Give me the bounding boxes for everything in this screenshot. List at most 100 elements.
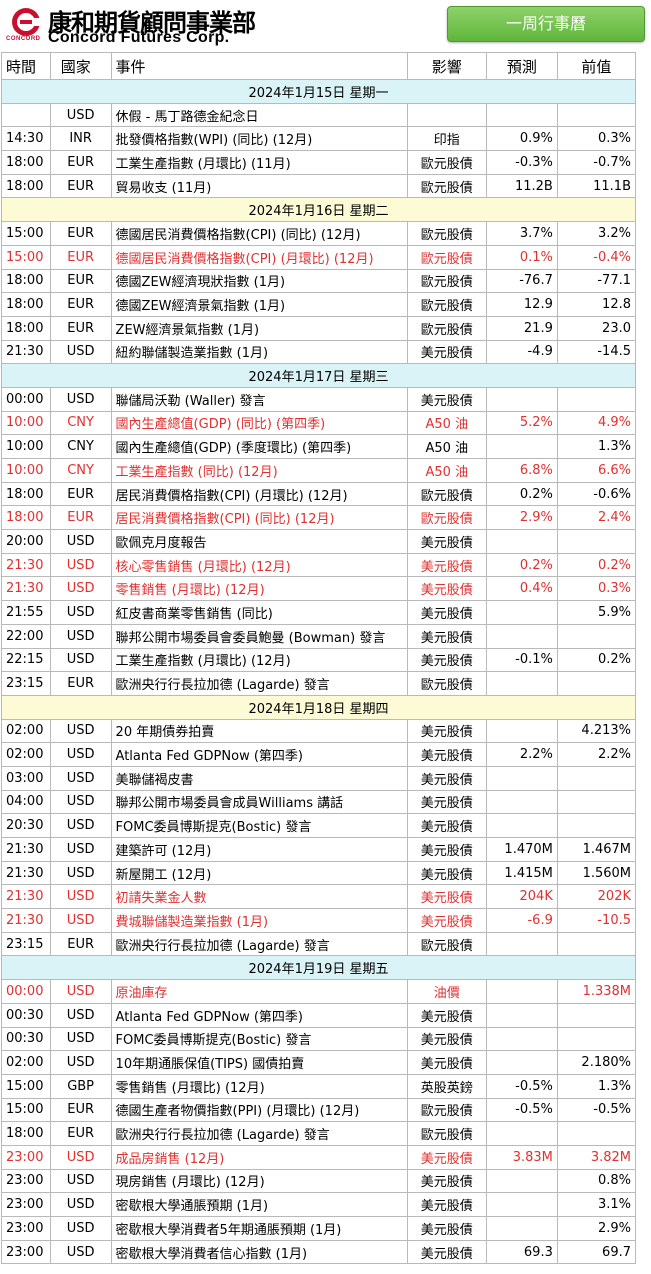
event-previous xyxy=(556,813,637,838)
event-forecast: 5.2% xyxy=(485,410,558,436)
event-forecast xyxy=(485,1050,558,1075)
event-country: USD xyxy=(49,1050,112,1075)
column-header-event: 事件 xyxy=(110,52,408,80)
event-impact: 歐元股債 xyxy=(406,481,487,507)
event-time: 23:15 xyxy=(1,671,51,696)
event-country: USD xyxy=(49,339,112,365)
event-forecast: 0.9% xyxy=(485,126,558,152)
event-impact: 歐元股債 xyxy=(406,315,487,341)
event-name: 居民消費價格指數(CPI) (同比) (12月) xyxy=(110,505,408,531)
event-country: USD xyxy=(49,718,112,744)
event-impact: 美元股債 xyxy=(406,576,487,602)
event-name: FOMC委員博斯提克(Bostic) 發言 xyxy=(110,1026,408,1052)
table-row: 21:30 USD 初請失業金人數 美元股債 204K 202K xyxy=(1,884,637,910)
table-row: 23:00 USD 密歇根大學消費者5年期通脹預期 (1月) 美元股債 2.9% xyxy=(1,1216,637,1241)
table-row: 18:00 EUR ZEW經濟景氣指數 (1月) 歐元股債 21.9 23.0 xyxy=(1,315,637,341)
table-row: 21:30 USD 零售銷售 (月環比) (12月) 美元股債 0.4% 0.3% xyxy=(1,576,637,602)
event-previous: 23.0 xyxy=(556,315,637,341)
table-row: 18:00 EUR 貿易收支 (11月) 歐元股債 11.2B 11.1B xyxy=(1,173,637,199)
event-impact: A50 油 xyxy=(406,434,487,459)
table-row: 23:00 USD 現房銷售 (月環比) (12月) 美元股債 0.8% xyxy=(1,1168,637,1194)
event-name: 核心零售銷售 (月環比) (12月) xyxy=(110,552,408,578)
event-country: EUR xyxy=(49,1121,112,1146)
event-impact: 歐元股債 xyxy=(406,1097,487,1123)
event-country: USD xyxy=(49,1168,112,1194)
event-country: USD xyxy=(49,1002,112,1028)
event-impact: 美元股債 xyxy=(406,789,487,815)
event-time: 02:00 xyxy=(1,1050,51,1075)
event-country: USD xyxy=(49,647,112,673)
event-impact: 美元股債 xyxy=(406,718,487,744)
date-label: 2024年1月19日 星期五 xyxy=(1,955,636,981)
table-row: 15:00 EUR 德國生產者物價指數(PPI) (月環比) (12月) 歐元股債 -0… xyxy=(1,1097,637,1123)
event-forecast xyxy=(485,1121,558,1146)
table-row: 18:00 EUR 德國ZEW經濟景氣指數 (1月) 歐元股債 12.9 12.8 xyxy=(1,292,637,317)
event-previous: 0.2% xyxy=(556,552,637,578)
table-row: 15:00 GBP 零售銷售 (月環比) (12月) 英股英鎊 -0.5% 1.3% xyxy=(1,1073,637,1099)
event-country: EUR xyxy=(49,481,112,507)
event-name: 美聯儲褐皮書 xyxy=(110,765,408,791)
event-impact: 美元股債 xyxy=(406,623,487,649)
event-impact: 美元股債 xyxy=(406,1144,487,1170)
event-country: USD xyxy=(49,789,112,815)
event-name: 德國生產者物價指數(PPI) (月環比) (12月) xyxy=(110,1097,408,1123)
column-header-forecast: 預測 xyxy=(485,52,558,80)
event-impact: 美元股債 xyxy=(406,386,487,412)
event-previous: -77.1 xyxy=(556,268,637,294)
event-time: 18:00 xyxy=(1,481,51,507)
event-forecast: -6.9 xyxy=(485,908,558,933)
event-forecast: 2.9% xyxy=(485,505,558,531)
event-previous: 3.82M xyxy=(556,1144,637,1170)
event-country: USD xyxy=(49,576,112,602)
table-row: 20:00 USD 歐佩克月度報告 美元股債 xyxy=(1,529,637,554)
event-previous: 202K xyxy=(556,884,637,910)
weekly-calendar-badge[interactable]: 一周行事曆 xyxy=(447,6,645,42)
event-impact: 美元股債 xyxy=(406,647,487,673)
table-row: 18:00 EUR 居民消費價格指數(CPI) (月環比) (12月) 歐元股債 0.2… xyxy=(1,481,637,507)
event-name: 休假 - 馬丁路德金紀念日 xyxy=(110,102,408,128)
event-name: 工業生產指數 (月環比) (11月) xyxy=(110,150,408,175)
event-country: USD xyxy=(49,623,112,649)
event-forecast xyxy=(485,623,558,649)
event-impact: 美元股債 xyxy=(406,884,487,910)
event-previous: -0.7% xyxy=(556,150,637,175)
event-country: INR xyxy=(49,126,112,152)
event-previous: -0.6% xyxy=(556,481,637,507)
event-country: CNY xyxy=(49,410,112,436)
event-name: 貿易收支 (11月) xyxy=(110,173,408,199)
date-header-row: 2024年1月19日 星期五 xyxy=(1,955,636,981)
event-name: 成品房銷售 (12月) xyxy=(110,1144,408,1170)
event-country: EUR xyxy=(49,671,112,696)
event-country: USD xyxy=(49,860,112,886)
event-impact: 歐元股債 xyxy=(406,1121,487,1146)
event-forecast xyxy=(485,671,558,696)
event-country: USD xyxy=(49,979,112,1004)
event-time: 21:30 xyxy=(1,860,51,886)
event-impact: 美元股債 xyxy=(406,552,487,578)
table-row: 10:00 CNY 工業生產指數 (同比) (12月) A50 油 6.8% 6.6% xyxy=(1,458,637,483)
event-impact: 美元股債 xyxy=(406,1239,487,1265)
event-previous: 11.1B xyxy=(556,173,637,199)
event-impact: 美元股債 xyxy=(406,1050,487,1075)
event-forecast xyxy=(485,600,558,625)
table-row: 23:15 EUR 歐洲央行行長拉加德 (Lagarde) 發言 歐元股債 xyxy=(1,931,637,957)
event-previous: 1.338M xyxy=(556,979,637,1004)
event-time: 21:30 xyxy=(1,576,51,602)
event-time: 00:00 xyxy=(1,979,51,1004)
event-previous: 1.467M xyxy=(556,837,637,862)
event-forecast: 3.7% xyxy=(485,221,558,246)
event-forecast xyxy=(485,1216,558,1241)
table-row: 18:00 EUR 歐洲央行行長拉加德 (Lagarde) 發言 歐元股債 xyxy=(1,1121,637,1146)
date-header-row: 2024年1月18日 星期四 xyxy=(1,694,636,720)
event-country: USD xyxy=(49,1216,112,1241)
event-time: 22:00 xyxy=(1,623,51,649)
event-country: USD xyxy=(49,742,112,767)
event-impact: 美元股債 xyxy=(406,837,487,862)
event-time: 21:30 xyxy=(1,908,51,933)
event-name: ZEW經濟景氣指數 (1月) xyxy=(110,315,408,341)
event-previous: 5.9% xyxy=(556,600,637,625)
table-row: 21:30 USD 費城聯儲製造業指數 (1月) 美元股債 -6.9 -10.5 xyxy=(1,908,637,933)
logo-text: CONCORD xyxy=(6,36,41,42)
event-time: 04:00 xyxy=(1,789,51,815)
event-previous: 3.1% xyxy=(556,1192,637,1217)
